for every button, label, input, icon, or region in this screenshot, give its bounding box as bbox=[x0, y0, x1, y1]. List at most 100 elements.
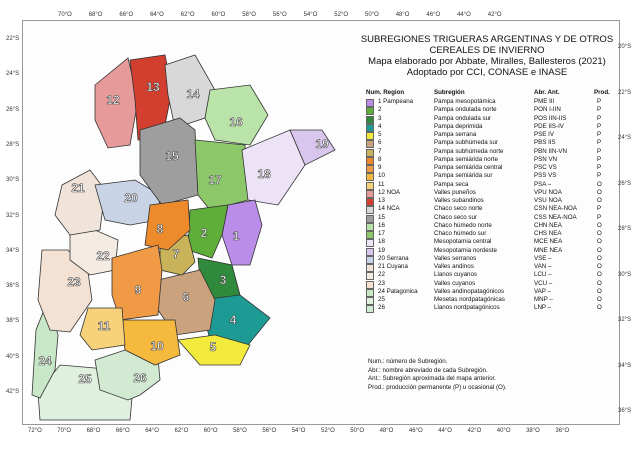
left-tick-2: 24°S bbox=[6, 71, 20, 78]
legend-subregion-name: Valles puneños bbox=[434, 188, 476, 196]
bottom-tick-11: 52°O bbox=[321, 428, 335, 434]
legend-production: O bbox=[597, 279, 602, 287]
legend-abbreviation: PSE IV bbox=[534, 131, 554, 138]
right-tick-2: 22°S bbox=[618, 89, 632, 96]
region-label-5: 5 bbox=[210, 340, 217, 354]
legend-production: O bbox=[597, 197, 602, 204]
legend-row-26: 26 Llanos nordpatagónicos LNP – O bbox=[366, 304, 616, 314]
legend-swatch-14 bbox=[366, 206, 374, 215]
right-tick-6: 30°S bbox=[618, 271, 632, 278]
legend-row-2: 2 Pampa ondulada norte PON I-IIN P bbox=[366, 106, 616, 116]
legend-subregion-name: Pampa semiárida sur bbox=[434, 172, 493, 180]
bottom-tick-18: 38°O bbox=[526, 428, 540, 434]
bottom-tick-9: 56°O bbox=[262, 428, 277, 434]
right-tick-5: 28°S bbox=[618, 226, 632, 232]
bottom-tick-2: 70°O bbox=[57, 428, 72, 434]
legend-row-10: 10 Pampa semiárida sur PSS VS P bbox=[366, 172, 616, 182]
region-19-area bbox=[289, 129, 336, 166]
legend-row-8: 8 Pampa semiárida norte PSN VN P bbox=[366, 155, 616, 165]
legend-production: P bbox=[597, 172, 602, 180]
region-label-19: 19 bbox=[315, 137, 329, 151]
legend-row-24: 24 Patagonica Valles andinopatagónicos VAP… bbox=[366, 287, 616, 297]
legend-production: O bbox=[597, 271, 602, 279]
legend-num: 24 Patagonica bbox=[378, 287, 418, 295]
legend-abbreviation: PBN IIN-VN bbox=[534, 147, 568, 155]
left-tick-3: 26°S bbox=[6, 106, 20, 113]
legend-row-12: 12 NOA Valles puneños VPU NOA O bbox=[366, 188, 616, 198]
top-tick-5: 62°O bbox=[180, 12, 195, 18]
legend-production: O bbox=[597, 238, 602, 246]
legend-num: 6 bbox=[378, 139, 382, 147]
region-label-16: 16 bbox=[229, 115, 243, 129]
region-label-1: 1 bbox=[233, 229, 240, 243]
legend-row-11: 11 Pampa seca PSA – O bbox=[366, 180, 616, 190]
legend-swatch-26 bbox=[366, 305, 374, 314]
legend-swatch-13 bbox=[366, 198, 374, 206]
legend-subregion-name: Mesetas nordpatagónicas bbox=[434, 296, 505, 303]
legend-production: O bbox=[597, 287, 602, 295]
legend-swatch-16 bbox=[366, 222, 374, 231]
legend-production: P bbox=[597, 213, 602, 221]
region-label-14: 14 bbox=[186, 87, 200, 101]
title-line-2: CEREALES DE INVIERNO bbox=[429, 45, 545, 56]
legend-production: O bbox=[597, 246, 602, 254]
bottom-tick-3: 68°O bbox=[86, 428, 101, 434]
legend-subregion-name: Chaco seco sur bbox=[434, 213, 477, 221]
region-label-7: 7 bbox=[173, 247, 180, 261]
legend-subregion-name: Llanos nordpatagónicos bbox=[434, 304, 500, 312]
top-tick-2: 68°O bbox=[88, 12, 103, 18]
legend-row-1: 1 Pampeana Pampa mesopotámica PME III P bbox=[366, 98, 616, 107]
left-tick-8: 36°S bbox=[6, 283, 20, 290]
legend-swatch-3 bbox=[366, 115, 374, 124]
bottom-tick-1: 72°O bbox=[28, 428, 42, 434]
bottom-tick-6: 62°O bbox=[174, 428, 189, 434]
legend-header-abr-ant: Abr. Ant. bbox=[534, 89, 560, 96]
legend-production: P bbox=[597, 205, 602, 213]
legend-production: O bbox=[597, 304, 602, 312]
title-line-4: Adoptado por CCI, CONASE e INASE bbox=[406, 67, 568, 78]
bottom-tick-15: 44°O bbox=[438, 428, 452, 434]
legend-subregion-name: Mesopotamia nordeste bbox=[434, 246, 497, 254]
legend-subregion-name: Pampa mesopotámica bbox=[434, 98, 496, 105]
legend-subregion-name: Chaco seco norte bbox=[434, 205, 483, 213]
left-tick-6: 32°S bbox=[6, 212, 20, 219]
bottom-tick-8: 58°O bbox=[233, 428, 247, 434]
legend-production: O bbox=[597, 296, 602, 303]
legend-row-6: 6 Pampa subhúmeda sur PBS IIS P bbox=[366, 139, 616, 149]
legend-abbreviation: PSC VS bbox=[534, 164, 557, 171]
legend-abbreviation: PSN VN bbox=[534, 155, 558, 163]
region-21-area bbox=[54, 169, 106, 236]
note-ant: Ant.: Subregión aproximada del mapa ante… bbox=[368, 375, 496, 383]
top-tick-15: 42°O bbox=[487, 12, 502, 18]
top-tick-6: 60°O bbox=[211, 12, 226, 18]
legend-production: P bbox=[597, 122, 602, 130]
legend-row-7: 7 Pampa subhúmeda norte PBN IIN-VN P bbox=[366, 147, 616, 157]
legend-row-21: 21 Cuyana Valles andinos VAN – O bbox=[366, 263, 616, 272]
region-18-area bbox=[241, 129, 306, 206]
legend-num: 12 NOA bbox=[378, 188, 401, 196]
legend-num: 7 bbox=[378, 147, 382, 155]
left-tick-4: 28°S bbox=[6, 141, 20, 148]
legend-num: 18 bbox=[378, 238, 385, 246]
legend-subregion-name: Mesopotamia central bbox=[434, 238, 492, 246]
legend-subregion-name: Pampa subhúmeda norte bbox=[434, 147, 504, 155]
region-label-22: 22 bbox=[96, 249, 110, 263]
bottom-tick-19: 36°O bbox=[555, 428, 570, 434]
legend-subregion-name: Valles subandinos bbox=[434, 197, 484, 204]
bottom-tick-10: 54°O bbox=[291, 428, 306, 434]
region-label-8: 8 bbox=[157, 222, 164, 236]
region-16-area bbox=[204, 84, 269, 146]
legend-num: 15 bbox=[378, 213, 385, 221]
legend-subregion-name: Chaco húmedo sur bbox=[434, 230, 487, 237]
right-tick-7: 32°S bbox=[618, 317, 632, 323]
region-label-24: 24 bbox=[38, 354, 52, 368]
top-tick-14: 44°O bbox=[457, 12, 471, 18]
legend-subregion-name: Pampa seca bbox=[434, 180, 469, 188]
region-label-6: 6 bbox=[183, 290, 190, 304]
legend-row-22: 22 Llanos cuyanos LCU – O bbox=[366, 271, 616, 281]
legend-row-25: 25 Mesetas nordpatagónicas MNP – O bbox=[366, 296, 616, 305]
legend-num: 21 Cuyana bbox=[378, 263, 408, 270]
legend-abbreviation: VAN – bbox=[534, 263, 552, 270]
left-tick-11: 42°S bbox=[6, 389, 20, 395]
